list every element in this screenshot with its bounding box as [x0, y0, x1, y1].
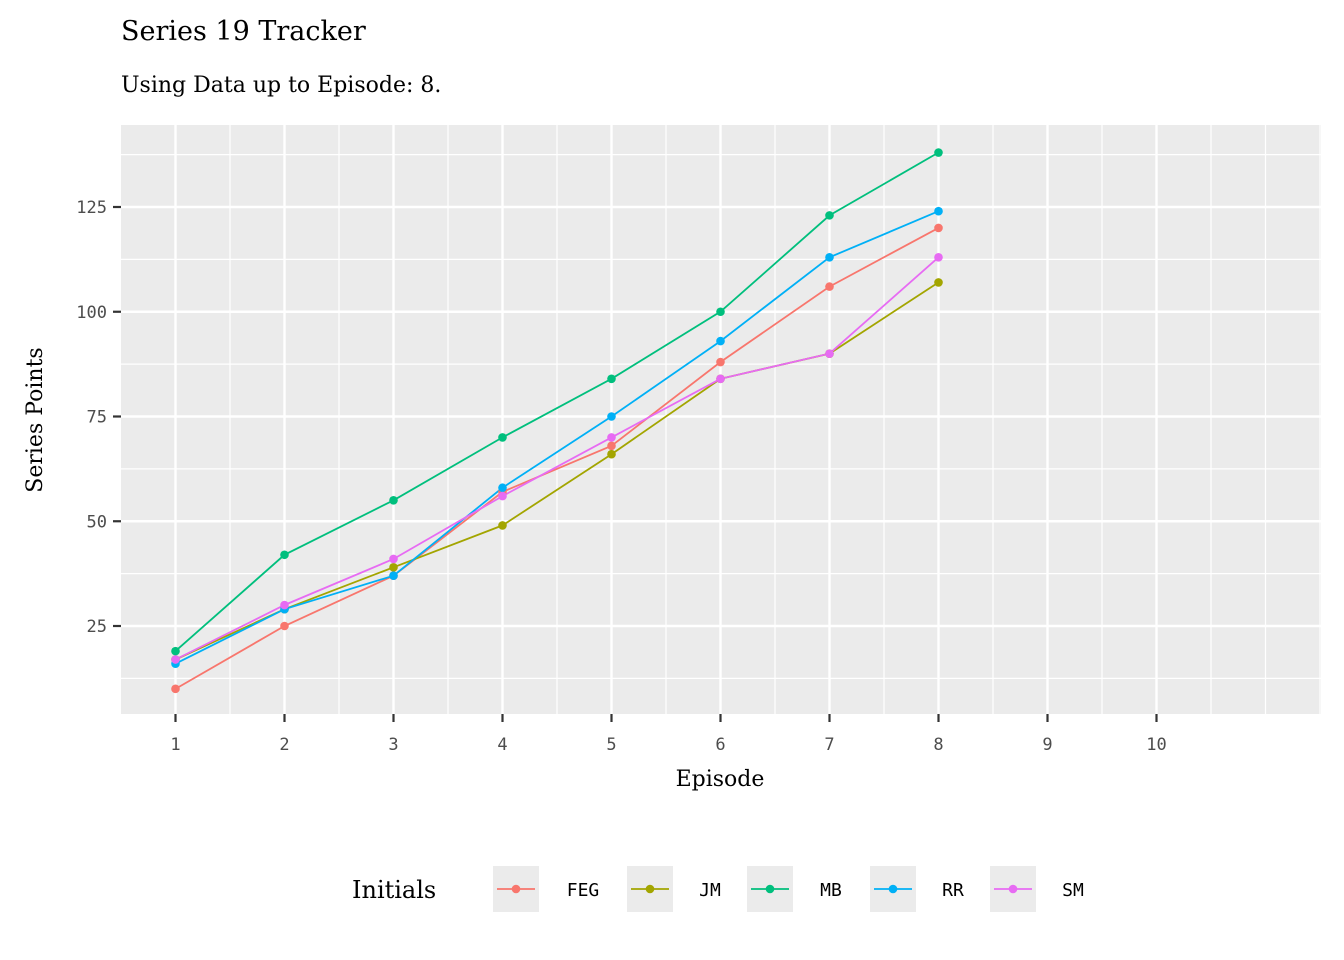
legend-key-point [1008, 884, 1018, 894]
data-point-rr [498, 483, 507, 493]
legend-title: Initials [352, 876, 436, 904]
axis-ticks: 1 2 3 4 5 6 7 8 9 10 25 50 75 100 125 [76, 198, 1166, 755]
data-point-mb [389, 496, 398, 505]
data-point-feg [171, 684, 180, 694]
x-tick-label: 3 [388, 735, 398, 755]
data-point-sm [389, 554, 398, 564]
x-tick-label: 6 [715, 735, 725, 755]
x-tick-label: 9 [1042, 735, 1052, 755]
legend-item-jm: JM [627, 866, 721, 912]
data-point-sm [171, 655, 180, 664]
data-point-jm [389, 563, 398, 572]
legend: Initials FEG JM MB RR SM [352, 866, 1084, 912]
data-point-mb [716, 307, 725, 317]
data-point-sm [498, 491, 507, 501]
x-tick-label: 4 [497, 735, 507, 755]
legend-key-point [888, 884, 898, 894]
legend-label: JM [699, 880, 721, 901]
y-tick-label: 125 [76, 198, 107, 218]
data-point-rr [934, 206, 943, 216]
x-tick-label: 7 [824, 735, 834, 755]
y-axis-title: Series Points [23, 347, 48, 492]
y-tick-label: 75 [87, 408, 107, 428]
series-layer [171, 148, 943, 694]
legend-label: SM [1062, 880, 1084, 901]
y-tick-label: 50 [87, 512, 107, 532]
x-tick-label: 10 [1146, 735, 1166, 755]
y-tick-label: 100 [76, 303, 107, 323]
data-point-feg [934, 223, 943, 233]
legend-item-feg: FEG [493, 866, 599, 912]
x-tick-label: 8 [933, 735, 943, 755]
series-line-rr [175, 210, 939, 665]
data-point-rr [716, 336, 725, 346]
data-point-feg [280, 621, 289, 631]
x-tick-label: 5 [606, 735, 616, 755]
data-point-jm [498, 521, 507, 530]
series-line-sm [175, 256, 940, 661]
legend-item-rr: RR [870, 866, 964, 912]
data-point-sm [607, 433, 616, 442]
data-point-rr [825, 252, 834, 262]
x-tick-label: 2 [279, 735, 289, 755]
legend-item-sm: SM [990, 866, 1084, 912]
data-point-rr [607, 412, 616, 421]
data-point-feg [716, 357, 725, 367]
data-point-sm [934, 252, 943, 262]
major-gridlines [121, 125, 1321, 714]
y-tick-label: 25 [87, 617, 107, 637]
x-tick-label: 1 [170, 735, 180, 755]
data-point-mb [171, 646, 180, 656]
chart-title: Series 19 Tracker [121, 16, 366, 47]
data-point-jm [607, 449, 616, 459]
data-point-mb [498, 433, 507, 442]
x-axis-title: Episode [676, 767, 765, 792]
data-point-sm [716, 374, 725, 384]
legend-key-point [645, 884, 655, 894]
data-point-mb [607, 374, 616, 384]
chart-subtitle: Using Data up to Episode: 8. [121, 73, 442, 98]
legend-key-point [511, 884, 521, 894]
data-point-sm [825, 349, 834, 358]
legend-label: RR [942, 880, 964, 901]
data-point-mb [280, 550, 289, 560]
data-point-rr [389, 571, 398, 581]
data-point-feg [607, 441, 616, 451]
legend-label: MB [820, 880, 842, 901]
series-line-mb [174, 151, 939, 652]
data-point-mb [934, 148, 943, 157]
legend-label: FEG [567, 880, 600, 901]
data-point-jm [934, 278, 943, 287]
legend-key-point [765, 884, 775, 894]
data-point-sm [280, 600, 289, 610]
data-point-mb [825, 211, 834, 220]
data-point-feg [825, 282, 834, 291]
series-line-feg [175, 227, 939, 690]
legend-item-mb: MB [747, 866, 842, 912]
